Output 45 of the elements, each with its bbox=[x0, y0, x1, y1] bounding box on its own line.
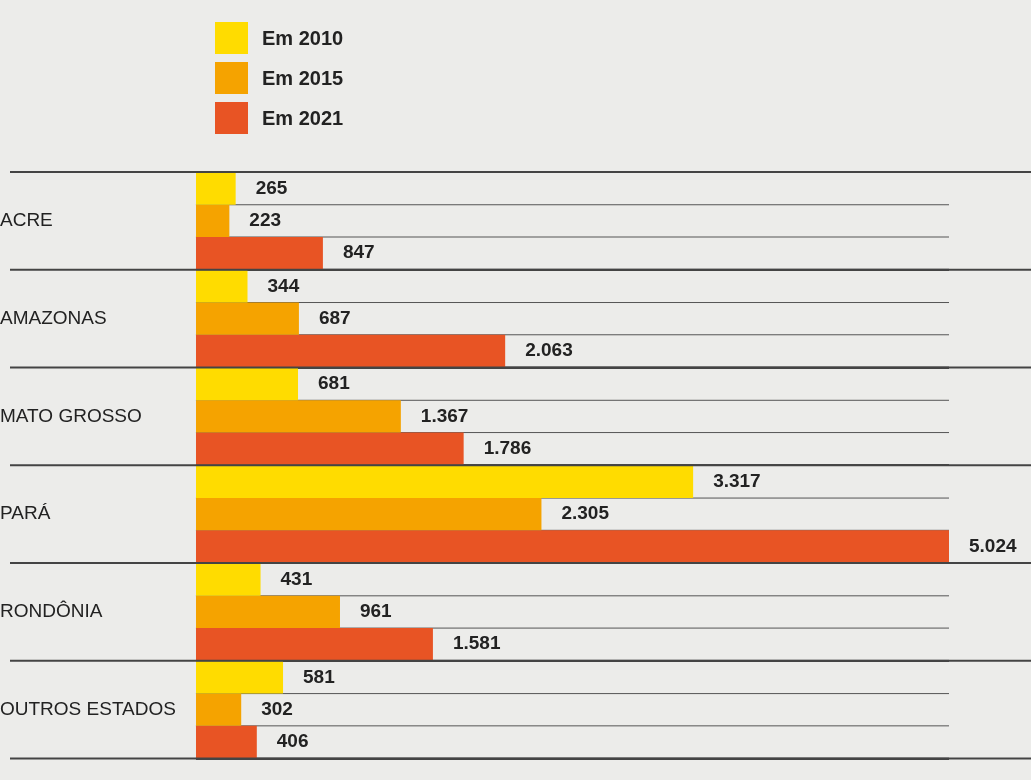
y-tick-label: AMAZONAS bbox=[0, 306, 107, 328]
bar bbox=[195, 530, 949, 563]
data-label: 3.317 bbox=[713, 470, 761, 492]
bar bbox=[195, 302, 299, 335]
legend-label: Em 2021 bbox=[262, 106, 344, 130]
bar bbox=[195, 368, 299, 401]
data-label: 302 bbox=[261, 697, 293, 719]
bar bbox=[195, 432, 464, 465]
y-tick-label: MATO GROSSO bbox=[0, 404, 142, 426]
data-label: 406 bbox=[276, 730, 309, 752]
bar bbox=[195, 498, 542, 531]
data-label: 961 bbox=[359, 600, 393, 622]
bar bbox=[195, 400, 401, 433]
data-label: 687 bbox=[318, 306, 351, 328]
data-label: 265 bbox=[255, 176, 288, 198]
legend-label: Em 2010 bbox=[262, 26, 344, 50]
bar bbox=[195, 595, 340, 629]
data-label: 1.786 bbox=[483, 436, 532, 458]
bar bbox=[195, 237, 323, 270]
data-label: 5.024 bbox=[969, 534, 1017, 556]
data-label: 1.367 bbox=[420, 404, 469, 426]
y-tick-label: PARÁ bbox=[0, 502, 51, 524]
data-label: 223 bbox=[249, 209, 282, 231]
data-label: 847 bbox=[342, 241, 375, 263]
bar bbox=[195, 563, 261, 596]
y-tick-label: ACRE bbox=[0, 209, 53, 231]
data-label: 681 bbox=[318, 372, 351, 394]
bar bbox=[195, 725, 257, 759]
bar bbox=[195, 172, 236, 205]
data-label: 581 bbox=[303, 665, 336, 687]
bar bbox=[195, 334, 506, 368]
bar bbox=[195, 661, 284, 694]
bar bbox=[195, 465, 694, 499]
bar bbox=[195, 204, 230, 238]
y-tick-label: OUTROS ESTADOS bbox=[0, 697, 176, 719]
data-label: 2.063 bbox=[525, 339, 573, 361]
data-label: 344 bbox=[267, 274, 300, 296]
bar bbox=[195, 693, 242, 726]
data-label: 2.305 bbox=[561, 502, 610, 524]
legend-label: Em 2015 bbox=[262, 66, 344, 90]
bar bbox=[195, 628, 433, 661]
y-tick-label: RONDÔNIA bbox=[0, 600, 103, 622]
data-label: 431 bbox=[280, 567, 313, 589]
bar bbox=[195, 270, 248, 303]
data-label: 1.581 bbox=[452, 632, 501, 654]
